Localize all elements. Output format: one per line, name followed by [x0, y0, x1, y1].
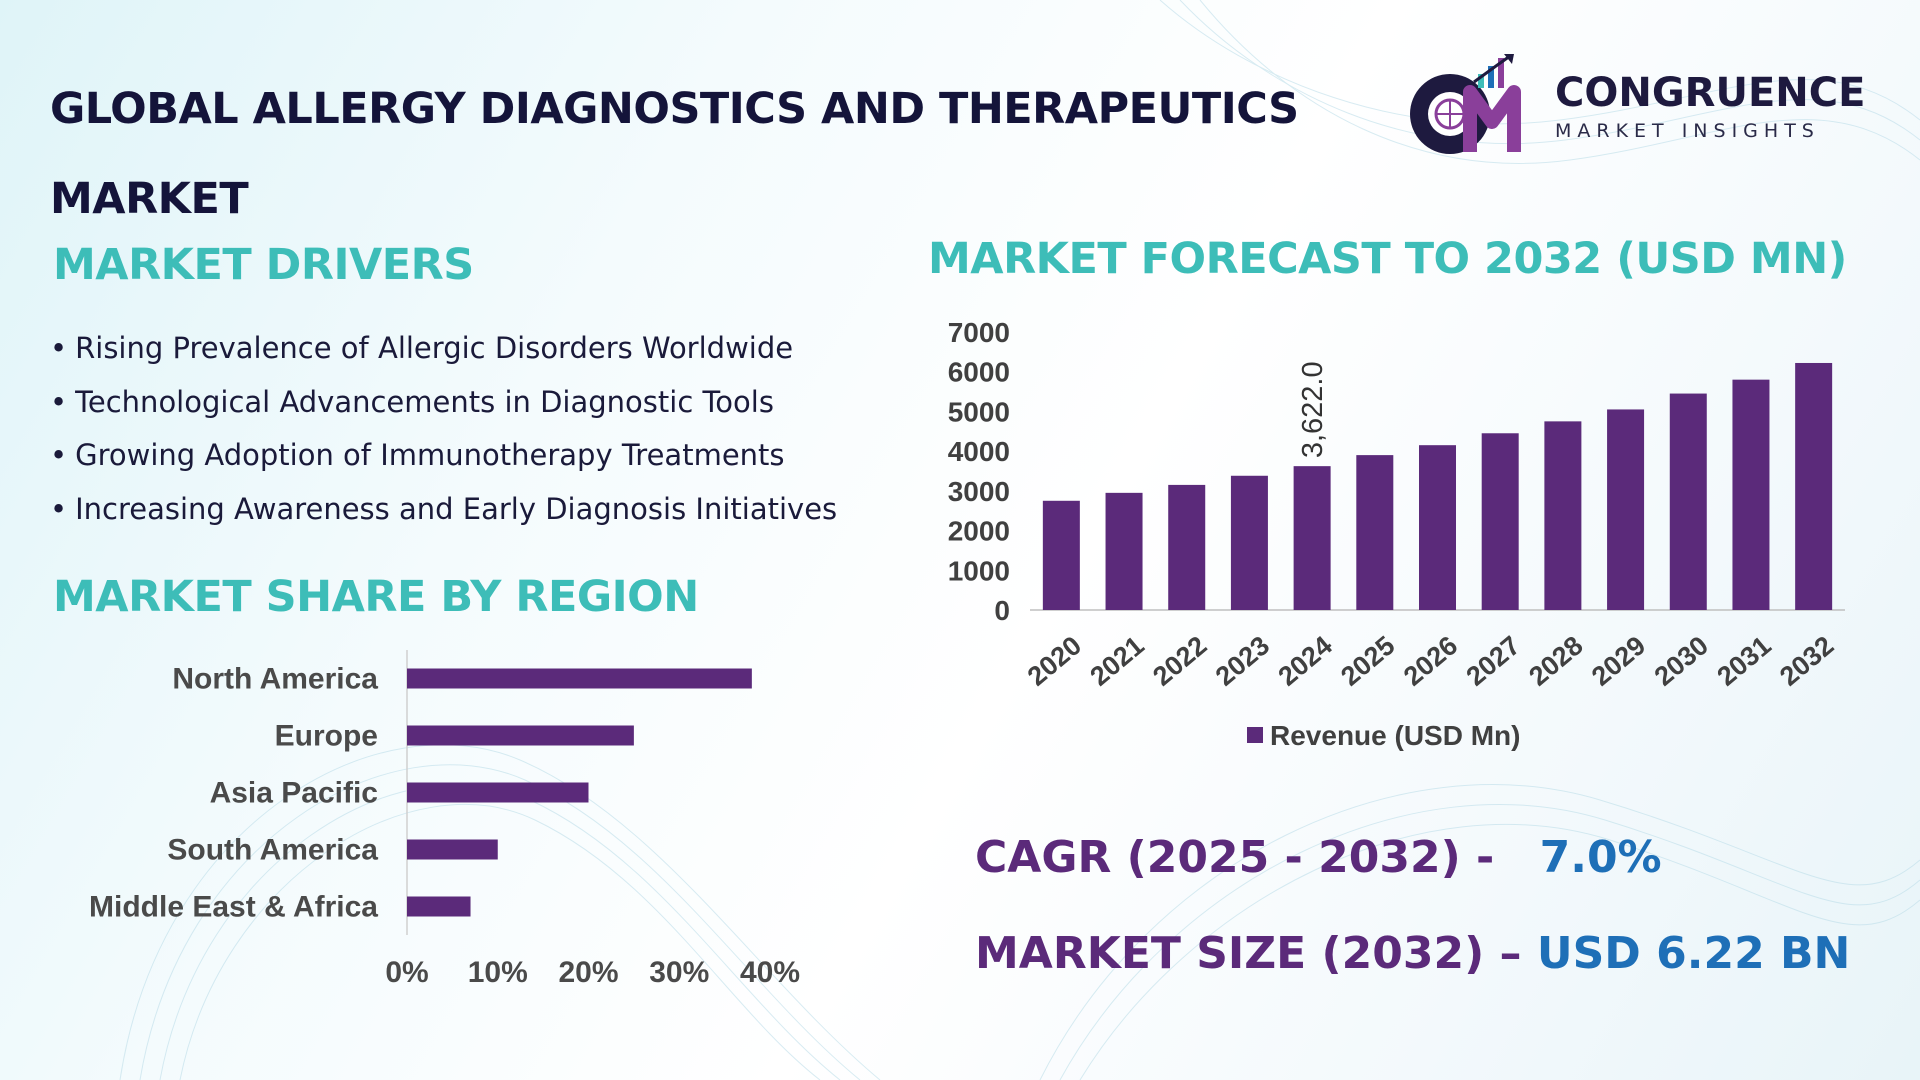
y-tick-label: 4000: [948, 436, 1010, 467]
chart-legend: Revenue (USD Mn): [1247, 720, 1520, 751]
company-logo: CONGRUENCE MARKET INSIGHTS: [1400, 52, 1880, 162]
logo-name: CONGRUENCE: [1555, 70, 1866, 116]
bar-region: [407, 668, 752, 689]
bullet-icon: •: [50, 384, 68, 419]
y-tick-label: North America: [172, 663, 378, 696]
market-size-label: MARKET SIZE (2032) –: [975, 928, 1522, 979]
forecast-heading: MARKET FORECAST TO 2032 (USD MN): [928, 234, 1847, 284]
bar-2027: [1481, 433, 1519, 610]
cagr-stat: CAGR (2025 - 2032) - 7.0%: [975, 832, 1662, 883]
bar-2020: [1042, 500, 1080, 610]
bar-2023: [1230, 475, 1268, 610]
bar-region: [407, 896, 471, 917]
bar-region: [407, 839, 498, 860]
driver-text: Increasing Awareness and Early Diagnosis…: [75, 491, 838, 526]
bar-2032: [1795, 362, 1833, 610]
y-tick-label: Europe: [275, 720, 378, 753]
x-tick-label: 30%: [649, 956, 709, 989]
driver-text: Rising Prevalence of Allergic Disorders …: [75, 331, 794, 365]
logo-mark-icon: [1410, 54, 1521, 154]
logo-subtitle: MARKET INSIGHTS: [1555, 120, 1820, 142]
drivers-list: • Rising Prevalence of Allergic Disorders…: [50, 322, 837, 536]
bar-2025: [1356, 455, 1394, 610]
y-tick-label: Middle East & Africa: [89, 891, 378, 924]
page-title: GLOBAL ALLERGY DIAGNOSTICS AND THERAPEUT…: [50, 84, 1299, 224]
bar-2022: [1168, 484, 1206, 610]
x-tick-label: 40%: [740, 956, 800, 989]
cagr-label: CAGR (2025 - 2032) -: [975, 832, 1495, 883]
driver-text: Growing Adoption of Immunotherapy Treatm…: [75, 438, 785, 472]
region-heading: MARKET SHARE BY REGION: [53, 572, 699, 622]
y-tick-label: 3000: [948, 476, 1010, 507]
y-tick-label: 1000: [948, 555, 1010, 586]
bar-2029: [1607, 409, 1645, 610]
x-tick-label: 10%: [468, 956, 528, 989]
bullet-icon: •: [50, 331, 68, 365]
y-tick-label: South America: [167, 834, 378, 867]
bar-2028: [1544, 421, 1582, 610]
x-tick-label: 20%: [558, 956, 618, 989]
list-item: • Increasing Awareness and Early Diagnosi…: [50, 483, 837, 537]
y-tick-label: Asia Pacific: [210, 777, 378, 810]
y-tick-label: 6000: [948, 357, 1010, 388]
bullet-icon: •: [50, 491, 68, 526]
y-tick-label: 2000: [948, 516, 1010, 547]
bar-region: [407, 725, 634, 746]
list-item: • Growing Adoption of Immunotherapy Treat…: [50, 429, 837, 483]
market-size-stat: MARKET SIZE (2032) – USD 6.22 BN: [975, 928, 1850, 979]
bar-2021: [1105, 492, 1143, 610]
bar-region: [407, 782, 589, 803]
x-tick-label: 0%: [385, 956, 428, 989]
bar-2026: [1419, 445, 1456, 610]
list-item: • Technological Advancements in Diagnosti…: [50, 376, 837, 430]
list-item: • Rising Prevalence of Allergic Disorders…: [50, 322, 837, 376]
bar-2031: [1732, 379, 1770, 610]
legend-label: Revenue (USD Mn): [1270, 720, 1520, 751]
y-tick-label: 7000: [948, 317, 1010, 348]
bullet-icon: •: [50, 438, 68, 472]
cagr-value: 7.0%: [1539, 832, 1662, 883]
data-label: 3,622.0: [1297, 361, 1329, 458]
legend-swatch: [1247, 727, 1263, 743]
y-tick-label: 0: [994, 595, 1010, 626]
driver-text: Technological Advancements in Diagnostic…: [75, 384, 774, 419]
market-size-value: USD 6.22 BN: [1536, 928, 1851, 979]
drivers-heading: MARKET DRIVERS: [53, 240, 474, 290]
bar-2024: [1293, 466, 1331, 610]
bar-2030: [1669, 393, 1707, 610]
y-tick-label: 5000: [948, 396, 1010, 427]
